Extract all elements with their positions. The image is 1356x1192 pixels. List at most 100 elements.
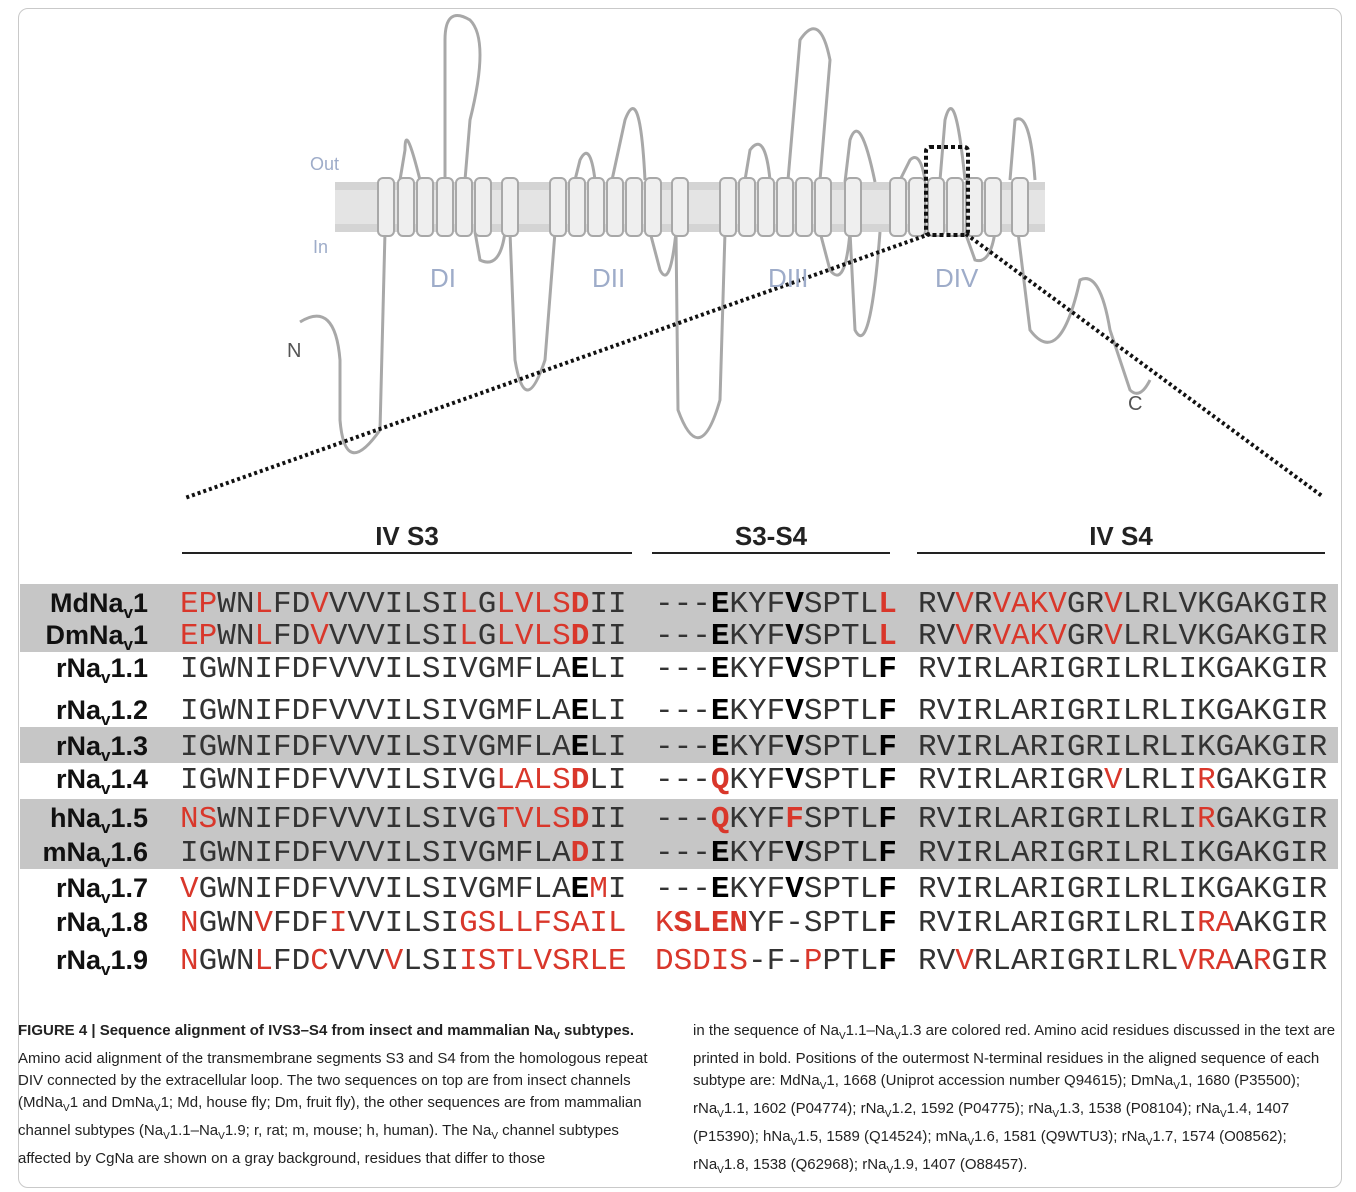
residues: SPTL xyxy=(804,619,878,654)
domain-label: DIV xyxy=(935,263,979,293)
residues: P xyxy=(804,944,823,979)
residues: R xyxy=(974,619,993,654)
sequence: IGWNIFDFVVVILSIVGMFLAELI xyxy=(180,730,627,765)
residues: K xyxy=(655,906,674,941)
residues: RVIRLARIGR xyxy=(918,763,1104,798)
residues: E xyxy=(711,694,730,729)
residues: G xyxy=(478,587,497,622)
residues: F xyxy=(878,836,897,871)
residues: Q xyxy=(711,802,730,837)
segment-header: S3-S4 xyxy=(735,521,808,551)
caption-text: V xyxy=(967,1137,974,1148)
residues: RV xyxy=(918,944,956,979)
residues: IGWNIFDFVVVILSIVGMFLA xyxy=(180,730,571,765)
caption-right: in the sequence of NaV1.1–NaV1.3 are col… xyxy=(693,1020,1343,1182)
caption-text: 1.1–Na xyxy=(846,1022,894,1039)
residues: DSDIS xyxy=(655,944,748,979)
residues: FD xyxy=(273,944,310,979)
residues: LRLI xyxy=(1123,763,1197,798)
residues: LI xyxy=(589,652,626,687)
residues: V xyxy=(310,619,329,654)
subtype-name: rNav1.2 xyxy=(56,695,148,729)
residues: VVVILSI xyxy=(329,619,459,654)
residues: LVLS xyxy=(496,619,570,654)
residues: E xyxy=(711,872,730,907)
name-part: rNa xyxy=(56,945,102,975)
caption-text: V xyxy=(1220,1109,1227,1120)
caption-text: V xyxy=(154,1103,161,1114)
name-part: rNa xyxy=(56,731,102,761)
residues: --- xyxy=(655,652,711,687)
residues: IGWNIFDFVVVILSIVGMFLA xyxy=(180,836,571,871)
residues: RVIRLARIGRILRLIKGAKGIR xyxy=(918,730,1327,765)
residues: SPTL xyxy=(804,587,878,622)
name-part: 1.1 xyxy=(110,653,148,683)
caption-text: V xyxy=(553,1031,560,1042)
caption-text: V xyxy=(218,1131,225,1142)
residues: E xyxy=(571,872,590,907)
residues: E xyxy=(711,587,730,622)
figure: Out In DI DII DIII DIV N C IV S3S3-S4IV … xyxy=(0,0,1356,1192)
sequence: RVIRLARIGRILRLIKGAKGIR xyxy=(918,872,1327,907)
caption-text: 1.9, 1407 (O88457). xyxy=(893,1156,1027,1173)
residues: II xyxy=(589,587,626,622)
caption-text: V xyxy=(63,1103,70,1114)
sequence: EPWNLFDVVVVILSILGLVLSDII xyxy=(180,587,627,622)
residues: V xyxy=(785,872,804,907)
caption-text: 1, 1668 (Uniprot accession number Q94615… xyxy=(826,1072,1173,1089)
residues: AKGIR xyxy=(1234,906,1327,941)
residues: LI xyxy=(589,694,626,729)
residues: LI xyxy=(589,763,626,798)
sequence: ---EKYFVSPTLF xyxy=(655,694,897,729)
residues: D xyxy=(571,619,590,654)
residues: F xyxy=(878,652,897,687)
residues: D xyxy=(571,802,590,837)
residues: RV xyxy=(918,619,956,654)
sequence: ---EKYFVSPTLL xyxy=(655,619,897,654)
residues: VAKV xyxy=(992,587,1067,622)
residues: SPTL xyxy=(804,730,878,765)
residues: F xyxy=(878,906,897,941)
caption-text: 1.1, 1602 (P04774); rNa xyxy=(724,1100,885,1117)
residues: ISTLVSRLE xyxy=(459,944,626,979)
residues: L xyxy=(878,587,897,622)
subtype-name: rNav1.1 xyxy=(56,653,148,687)
residues: WNIFDFVVVILSIVG xyxy=(217,802,496,837)
sequence: RVIRLARIGRILRLIKGAKGIR xyxy=(918,652,1327,687)
residues: KYF xyxy=(729,763,785,798)
residues: V xyxy=(955,587,974,622)
residues: V xyxy=(1104,619,1123,654)
residues: GAKGIR xyxy=(1216,802,1328,837)
residues: E xyxy=(571,652,590,687)
sequence: IGWNIFDFVVVILSIVGMFLADII xyxy=(180,836,627,871)
residues: SPTL xyxy=(804,872,878,907)
sequence: ---EKYFVSPTLF xyxy=(655,872,897,907)
residues: V xyxy=(955,944,974,979)
residues: V xyxy=(180,872,199,907)
residues: E xyxy=(711,836,730,871)
residues: R xyxy=(1197,802,1216,837)
sequence: NGWNVFDFIVVILSIGSLLFSAIL xyxy=(180,906,627,941)
residues: --- xyxy=(655,836,711,871)
residues: D xyxy=(571,836,590,871)
sequence: RVIRLARIGRILRLIKGAKGIR xyxy=(918,694,1327,729)
residues: LRLVKGAKGIR xyxy=(1123,619,1328,654)
residues: L xyxy=(878,619,897,654)
residues: L xyxy=(459,587,478,622)
residues: F xyxy=(878,694,897,729)
caption-text: V xyxy=(839,1031,846,1042)
name-part: rNa xyxy=(56,907,102,937)
residues: RVIRLARIGRILRLI xyxy=(918,802,1197,837)
residues: LRLVKGAKGIR xyxy=(1123,587,1328,622)
residues: V xyxy=(785,694,804,729)
residues: GWN xyxy=(199,906,255,941)
sequence: RVIRLARIGRILRLIKGAKGIR xyxy=(918,730,1327,765)
residues: E xyxy=(711,619,730,654)
sequence: ---QKYFVSPTLF xyxy=(655,763,897,798)
residues: R xyxy=(1197,763,1216,798)
name-part: 1 xyxy=(133,588,148,618)
residues: FDF xyxy=(273,906,329,941)
caption-text: FIGURE 4 | Sequence alignment of IVS3–S4… xyxy=(18,1022,553,1039)
residues: L xyxy=(254,587,273,622)
